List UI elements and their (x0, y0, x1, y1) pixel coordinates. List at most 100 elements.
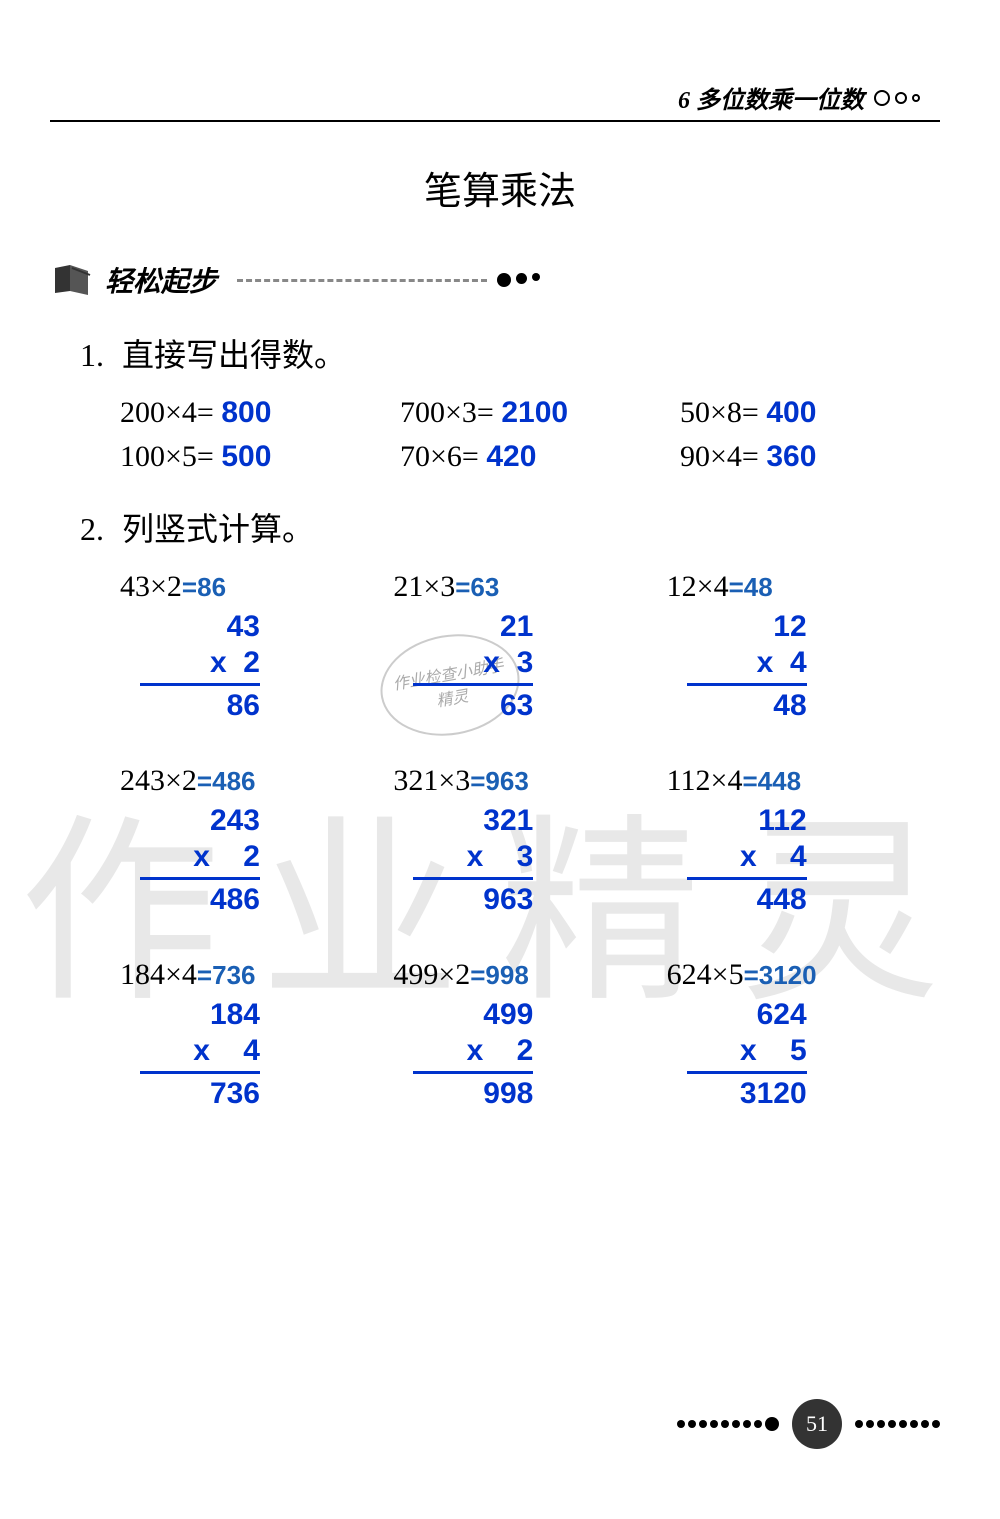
expr: 200×4= (120, 396, 214, 429)
answer: 500 (221, 440, 271, 473)
page-number: 51 (792, 1399, 842, 1449)
work-line (140, 683, 260, 686)
v-equation: 499×2=998 (393, 958, 646, 992)
expr: 112×4 (667, 764, 743, 797)
eq-answer: =963 (470, 766, 529, 796)
expr: 12×4 (667, 570, 729, 603)
answer: 800 (221, 396, 271, 429)
work-mult: x 4 (687, 645, 807, 681)
vertical-work: 112x 4 448 (687, 803, 807, 918)
vertical-work: 243x 2486 (140, 803, 260, 918)
work-mult: x 2 (413, 1033, 533, 1069)
expr: 50×8= (680, 396, 759, 429)
section-header: 轻松起步 (50, 260, 540, 300)
work-top: 112 (687, 803, 807, 839)
expr: 321×3 (393, 764, 470, 797)
page-header: 6 多位数乘一位数 (678, 80, 920, 115)
work-mult: x 5 (687, 1033, 807, 1069)
work-top: 624 (687, 997, 807, 1033)
answer: 360 (766, 440, 816, 473)
work-result: 48 (687, 688, 807, 724)
work-top: 321 (413, 803, 533, 839)
work-result: 3120 (687, 1076, 807, 1112)
work-line (687, 877, 807, 880)
vertical-item: 243×2=486 243x 2486 (120, 764, 373, 918)
v-equation: 243×2=486 (120, 764, 373, 798)
vertical-row: 43×2=86 43x 2 86 21×3=63 21x 363 12×4=48 12x 4… (120, 570, 920, 724)
vertical-work: 21x 363 (413, 609, 533, 724)
eq-cell: 700×3= 2100 (400, 396, 640, 430)
v-equation: 21×3=63 (393, 570, 646, 604)
eq-answer: =448 (742, 766, 801, 796)
work-line (413, 1071, 533, 1074)
q1-text: 直接写出得数。 (122, 337, 346, 373)
q2-text: 列竖式计算。 (122, 511, 314, 547)
work-mult: x 4 (140, 1033, 260, 1069)
q2-number: 2. (80, 511, 104, 547)
expr: 499×2 (393, 958, 470, 991)
expr: 90×4= (680, 440, 759, 473)
answer: 400 (766, 396, 816, 429)
eq-answer: =736 (197, 960, 256, 990)
work-result: 86 (140, 688, 260, 724)
vertical-item: 321×3=963 321x 3963 (393, 764, 646, 918)
eq-cell: 50×8= 400 (680, 396, 920, 430)
vertical-row: 184×4=736184x 4736499×2=998499x 2998624×… (120, 958, 920, 1112)
q1-row1: 200×4= 800 700×3= 2100 50×8= 400 (120, 396, 920, 430)
work-mult: x 3 (413, 645, 533, 681)
vertical-item: 12×4=48 12x 4 48 (667, 570, 920, 724)
main-title: 笔算乘法 (0, 160, 1000, 215)
content: 1. 直接写出得数。 200×4= 800 700×3= 2100 50×8= … (80, 330, 920, 1152)
vertical-work: 43x 2 86 (140, 609, 260, 724)
work-mult: x 2 (140, 839, 260, 875)
work-result: 448 (687, 882, 807, 918)
vertical-item: 21×3=63 21x 363 (393, 570, 646, 724)
expr: 243×2 (120, 764, 197, 797)
q1-label: 1. 直接写出得数。 (80, 330, 920, 376)
vertical-item: 184×4=736184x 4736 (120, 958, 373, 1112)
header-rule (50, 120, 940, 122)
vertical-work: 321x 3963 (413, 803, 533, 918)
vertical-item: 624×5=3120 624x 5 3120 (667, 958, 920, 1112)
expr: 700×3= (400, 396, 494, 429)
eq-answer: =48 (729, 572, 773, 602)
expr: 624×5 (667, 958, 744, 991)
expr: 21×3 (393, 570, 455, 603)
section-title: 轻松起步 (105, 260, 217, 300)
v-equation: 112×4=448 (667, 764, 920, 798)
work-mult: x 4 (687, 839, 807, 875)
work-result: 486 (140, 882, 260, 918)
expr: 43×2 (120, 570, 182, 603)
eq-answer: =486 (197, 766, 256, 796)
expr: 184×4 (120, 958, 197, 991)
eq-cell: 70×6= 420 (400, 440, 640, 474)
work-top: 12 (687, 609, 807, 645)
eq-cell: 100×5= 500 (120, 440, 360, 474)
vertical-item: 499×2=998 499x 2 998 (393, 958, 646, 1112)
eq-cell: 200×4= 800 (120, 396, 360, 430)
page-footer: 51 (0, 1399, 940, 1449)
work-mult: x 2 (140, 645, 260, 681)
vertical-work: 499x 2 998 (413, 997, 533, 1112)
eq-answer: =3120 (744, 960, 817, 990)
eq-cell: 90×4= 360 (680, 440, 920, 474)
work-top: 184 (140, 997, 260, 1033)
q2-section: 2. 列竖式计算。 43×2=8643x 28621×3=6321x 36312… (80, 504, 920, 1112)
work-line (140, 877, 260, 880)
vertical-work: 12x 4 48 (687, 609, 807, 724)
book-icon (50, 263, 95, 298)
work-result: 998 (413, 1076, 533, 1112)
q2-label: 2. 列竖式计算。 (80, 504, 920, 550)
v-equation: 43×2=86 (120, 570, 373, 604)
q1-row2: 100×5= 500 70×6= 420 90×4= 360 (120, 440, 920, 474)
eq-answer: =86 (182, 572, 226, 602)
work-top: 499 (413, 997, 533, 1033)
work-top: 43 (140, 609, 260, 645)
work-line (413, 683, 533, 686)
v-equation: 184×4=736 (120, 958, 373, 992)
work-line (140, 1071, 260, 1074)
answer: 420 (486, 440, 536, 473)
vertical-item: 112×4=448 112x 4 448 (667, 764, 920, 918)
answer: 2100 (501, 396, 568, 429)
expr: 70×6= (400, 440, 479, 473)
